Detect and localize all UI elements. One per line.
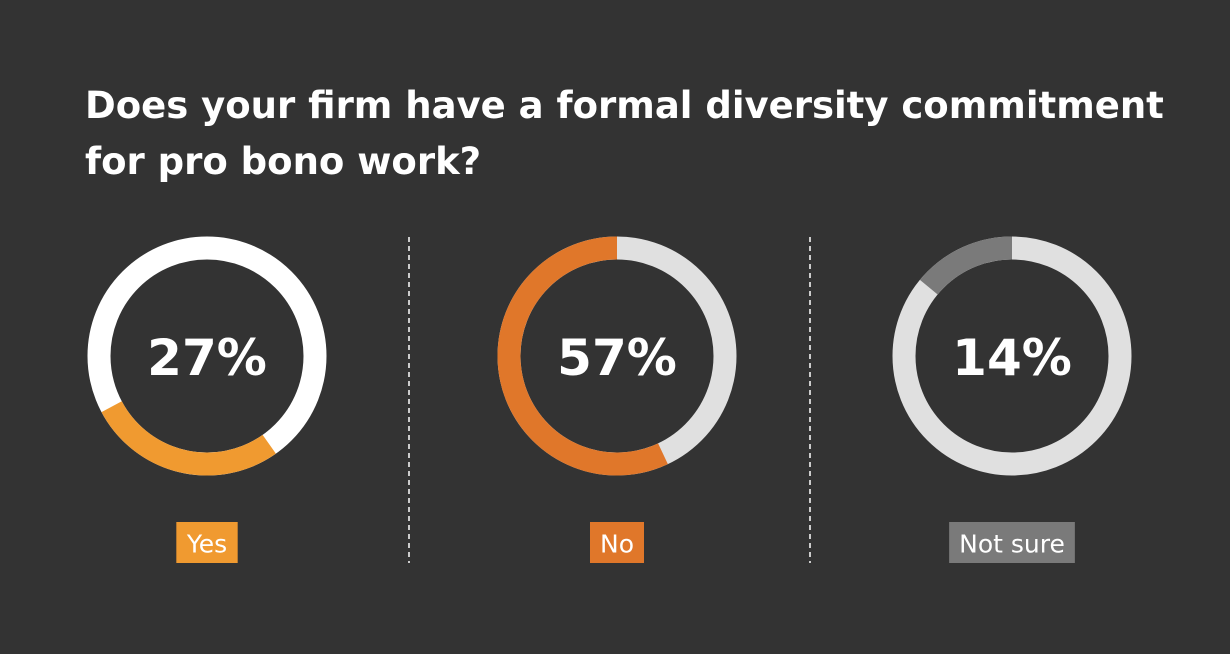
donut-segment <box>101 401 276 476</box>
category-box <box>176 522 238 563</box>
category-label: Not sure <box>959 530 1065 559</box>
category-box <box>590 522 644 563</box>
value-label: 14% <box>952 329 1072 387</box>
category-box <box>949 522 1075 563</box>
donut-segment <box>497 236 668 476</box>
value-label: 57% <box>557 329 677 387</box>
value-label: 27% <box>147 329 267 387</box>
category-label: No <box>600 530 634 559</box>
chart-title: Does your firm have a formal diversity c… <box>85 84 1164 183</box>
donut-segment <box>919 236 1013 295</box>
category-label: Yes <box>186 530 227 559</box>
